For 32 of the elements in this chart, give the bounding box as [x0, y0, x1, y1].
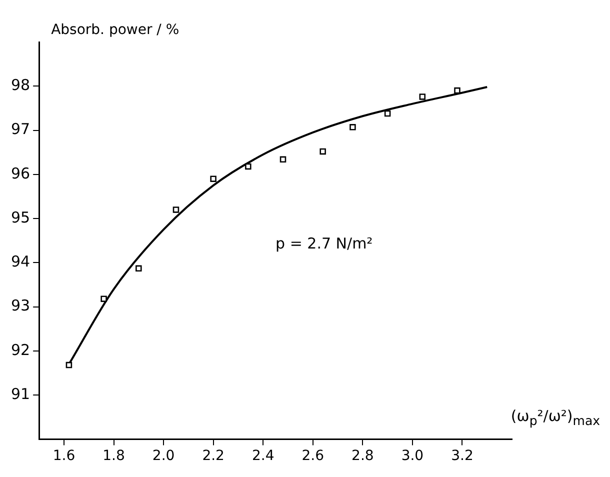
point	[320, 148, 326, 155]
x-tick-label: 2.2	[202, 448, 224, 464]
x-tick-label: 3.0	[401, 448, 424, 464]
y-tick-label: 94	[10, 252, 30, 271]
y-tick-label: 96	[10, 164, 30, 182]
point	[172, 206, 180, 213]
x-tick-label: 2.6	[302, 448, 324, 464]
point	[136, 265, 142, 272]
y-tick-label: 95	[10, 208, 30, 226]
point	[350, 124, 356, 130]
y-tick-label: 92	[10, 340, 30, 359]
x-tick-label: 2.4	[252, 448, 274, 464]
y-tick-label: 93	[10, 296, 30, 315]
point	[280, 156, 286, 163]
point	[245, 163, 252, 170]
point	[66, 362, 72, 368]
y-tick-label: 98	[10, 76, 30, 94]
annotation: p = 2.7 N/m²	[276, 234, 373, 253]
point	[419, 94, 426, 100]
x-tick-label: 3.2	[451, 448, 474, 464]
y-tick-label: 97	[10, 120, 30, 138]
x-tick-label: 2.8	[352, 448, 374, 464]
y-tick-label: 91	[10, 384, 30, 403]
point	[100, 296, 107, 302]
y-axis-title: Absorb. power / %	[51, 22, 180, 38]
x-tick-label: 1.6	[52, 448, 76, 464]
point	[454, 87, 460, 94]
x-axis-title: (ω$_{p}$²/ω²)$_{max}$	[510, 407, 600, 428]
x-tick-label: 2.0	[152, 448, 175, 464]
x-tick-label: 1.8	[102, 448, 125, 464]
point	[384, 110, 391, 117]
point	[210, 176, 216, 182]
